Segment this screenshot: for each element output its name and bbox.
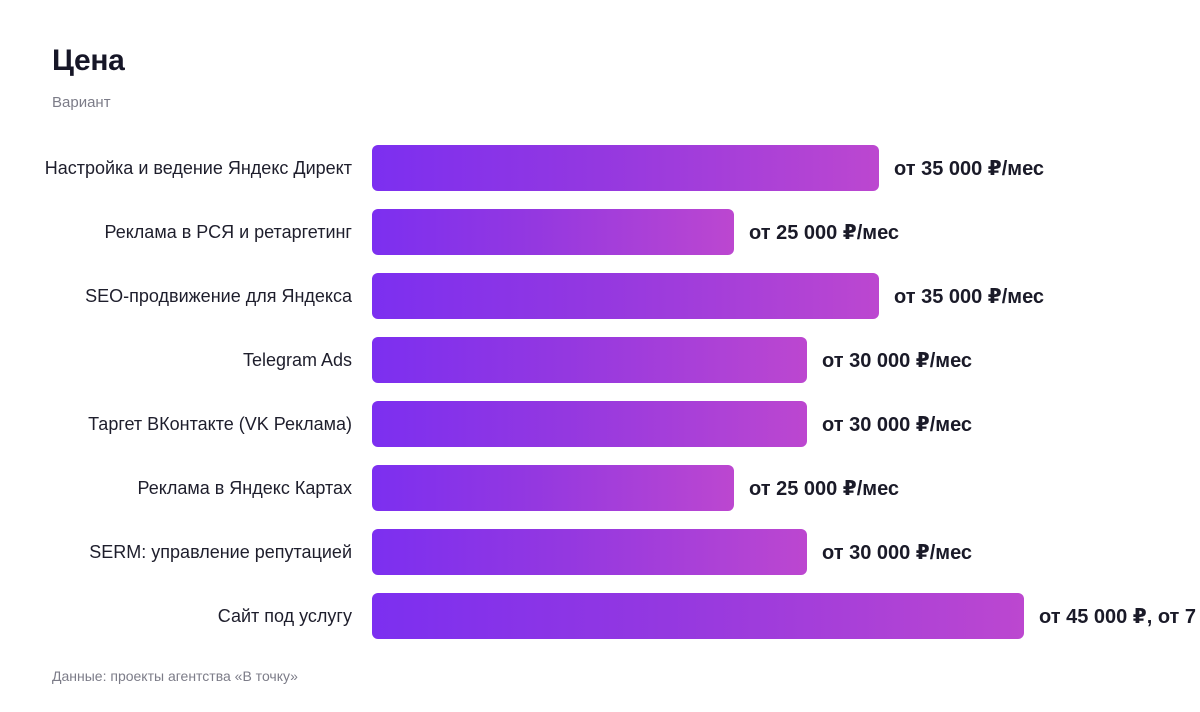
category-label: Настройка и ведение Яндекс Директ [44,158,352,178]
category-label: Реклама в Яндекс Картах [137,478,352,498]
bar [372,465,734,511]
bar [372,273,879,319]
bar-row: Настройка и ведение Яндекс Директ от 35 0… [0,145,1200,191]
category-label: SEO-продвижение для Яндекса [85,286,352,306]
bar-row: Таргет ВКонтакте (VK Реклама) от 30 000 ₽… [0,401,1200,447]
category-label: Реклама в РСЯ и ретаргетинг [104,222,353,242]
bar-row: Сайт под услугу от 45 000 ₽, от 7 [0,593,1200,639]
bar [372,529,807,575]
bar [372,593,1024,639]
bar-row: SEO-продвижение для Яндекса от 35 000 ₽/м… [0,273,1200,319]
bar [372,401,807,447]
value-label: от 35 000 ₽/мес [894,285,1045,308]
data-source-note: Данные: проекты агентства «В точку» [52,668,298,684]
bar [372,209,734,255]
category-label: Telegram Ads [242,350,352,370]
value-label: от 35 000 ₽/мес [894,157,1045,180]
value-label: от 30 000 ₽/мес [822,541,973,564]
chart-title: Цена [52,44,125,77]
category-label: SERM: управление репутацией [89,542,352,562]
bar [372,337,807,383]
category-label: Сайт под услугу [217,606,352,626]
value-label: от 25 000 ₽/мес [749,221,900,244]
bar-row: Реклама в РСЯ и ретаргетинг от 25 000 ₽/м… [0,209,1200,255]
bar-row: SERM: управление репутацией от 30 000 ₽/м… [0,529,1200,575]
value-label: от 30 000 ₽/мес [822,413,973,436]
bar [372,145,879,191]
category-label: Таргет ВКонтакте (VK Реклама) [88,414,352,434]
bar-row: Telegram Ads от 30 000 ₽/мес [0,337,1200,383]
bar-row: Реклама в Яндекс Картах от 25 000 ₽/мес [0,465,1200,511]
value-label: от 30 000 ₽/мес [822,349,973,372]
value-label: от 45 000 ₽, от 7 [1039,605,1197,628]
chart-subtitle: Вариант [52,94,111,111]
value-label: от 25 000 ₽/мес [749,477,900,500]
